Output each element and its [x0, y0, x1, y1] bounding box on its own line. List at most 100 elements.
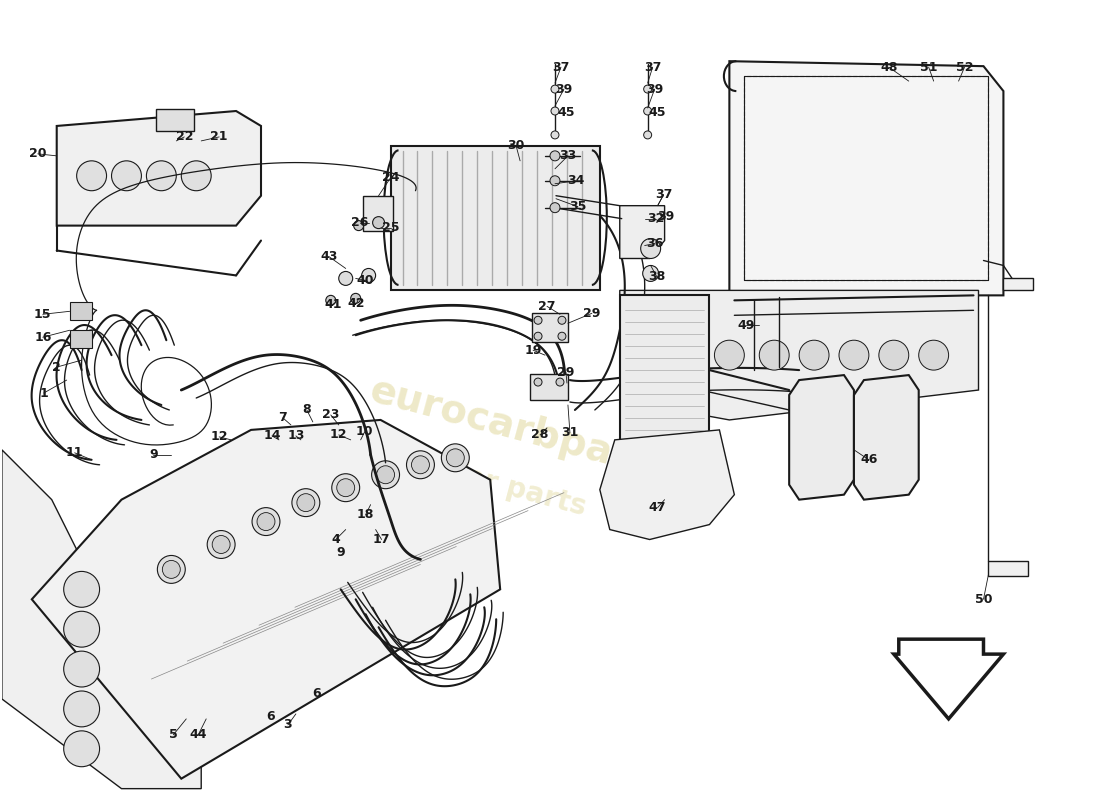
Circle shape	[640, 238, 661, 258]
Text: 5: 5	[169, 728, 178, 742]
Text: for parts: for parts	[450, 458, 590, 521]
Circle shape	[373, 217, 385, 229]
Text: 41: 41	[324, 298, 341, 311]
Bar	[156, 109, 195, 131]
Circle shape	[550, 176, 560, 186]
Circle shape	[550, 151, 560, 161]
Text: 37: 37	[552, 61, 570, 74]
Polygon shape	[530, 374, 568, 400]
Text: 48: 48	[880, 61, 898, 74]
Circle shape	[207, 530, 235, 558]
Circle shape	[182, 161, 211, 190]
Circle shape	[252, 508, 279, 535]
Circle shape	[297, 494, 315, 512]
Text: 49: 49	[738, 318, 755, 332]
Text: 42: 42	[348, 297, 365, 310]
Circle shape	[839, 340, 869, 370]
Circle shape	[376, 466, 395, 484]
Text: 37: 37	[644, 61, 661, 74]
Polygon shape	[600, 430, 735, 539]
Text: 39: 39	[657, 210, 674, 223]
Text: 23: 23	[322, 409, 340, 422]
Circle shape	[879, 340, 909, 370]
Polygon shape	[619, 206, 664, 258]
Text: 7: 7	[278, 411, 287, 425]
Text: eurocarbparts: eurocarbparts	[365, 371, 675, 489]
Text: 43: 43	[320, 250, 338, 263]
Text: 39: 39	[556, 82, 573, 95]
Bar	[69, 330, 91, 348]
Text: 8: 8	[302, 403, 311, 417]
Circle shape	[212, 535, 230, 554]
Bar	[69, 302, 91, 320]
Text: 35: 35	[569, 200, 586, 213]
Text: 31: 31	[561, 426, 579, 439]
Text: 16: 16	[34, 330, 52, 344]
Circle shape	[64, 691, 100, 727]
Text: 20: 20	[29, 147, 46, 160]
Bar	[989, 562, 1028, 576]
Text: 45: 45	[558, 106, 574, 119]
Circle shape	[642, 266, 659, 282]
Circle shape	[644, 85, 651, 93]
Circle shape	[163, 561, 180, 578]
Circle shape	[157, 555, 185, 583]
Circle shape	[550, 202, 560, 213]
Polygon shape	[2, 450, 201, 789]
Text: 44: 44	[189, 728, 207, 742]
Text: 34: 34	[568, 174, 584, 187]
Text: 28: 28	[531, 428, 549, 442]
Text: 25: 25	[382, 221, 399, 234]
Text: 4: 4	[331, 533, 340, 546]
Text: 36: 36	[646, 237, 663, 250]
Text: 22: 22	[176, 130, 192, 143]
Circle shape	[535, 378, 542, 386]
Polygon shape	[854, 375, 918, 500]
Circle shape	[372, 461, 399, 489]
Polygon shape	[532, 314, 568, 342]
Text: 3: 3	[284, 718, 293, 731]
Circle shape	[64, 611, 100, 647]
Circle shape	[146, 161, 176, 190]
Circle shape	[714, 340, 745, 370]
Circle shape	[918, 340, 948, 370]
Polygon shape	[57, 111, 261, 226]
Text: 38: 38	[648, 270, 666, 283]
Circle shape	[332, 474, 360, 502]
Circle shape	[411, 456, 429, 474]
Circle shape	[362, 269, 375, 282]
Circle shape	[292, 489, 320, 517]
Polygon shape	[729, 61, 1003, 295]
Text: 14: 14	[263, 430, 280, 442]
Circle shape	[354, 221, 364, 230]
Circle shape	[551, 131, 559, 139]
Circle shape	[326, 295, 336, 306]
Circle shape	[111, 161, 142, 190]
Circle shape	[551, 107, 559, 115]
Circle shape	[551, 85, 559, 93]
Text: 21: 21	[210, 130, 228, 143]
Bar	[619, 295, 710, 445]
Text: 30: 30	[507, 139, 525, 152]
Text: 18: 18	[358, 508, 374, 521]
Text: 2: 2	[53, 361, 62, 374]
Circle shape	[257, 513, 275, 530]
Bar	[390, 146, 600, 290]
Text: 29: 29	[558, 366, 574, 378]
Circle shape	[558, 332, 565, 340]
Polygon shape	[619, 290, 979, 420]
Circle shape	[351, 294, 361, 303]
Circle shape	[447, 449, 464, 466]
Text: 10: 10	[356, 426, 373, 438]
Text: 32: 32	[647, 212, 664, 225]
Circle shape	[339, 271, 353, 286]
Text: 24: 24	[382, 171, 399, 184]
Circle shape	[64, 731, 100, 766]
Text: 11: 11	[66, 446, 84, 459]
Circle shape	[644, 107, 651, 115]
Circle shape	[337, 478, 354, 497]
Circle shape	[644, 131, 651, 139]
Text: 47: 47	[649, 501, 667, 514]
Text: 6: 6	[312, 687, 321, 701]
Text: 39: 39	[646, 82, 663, 95]
